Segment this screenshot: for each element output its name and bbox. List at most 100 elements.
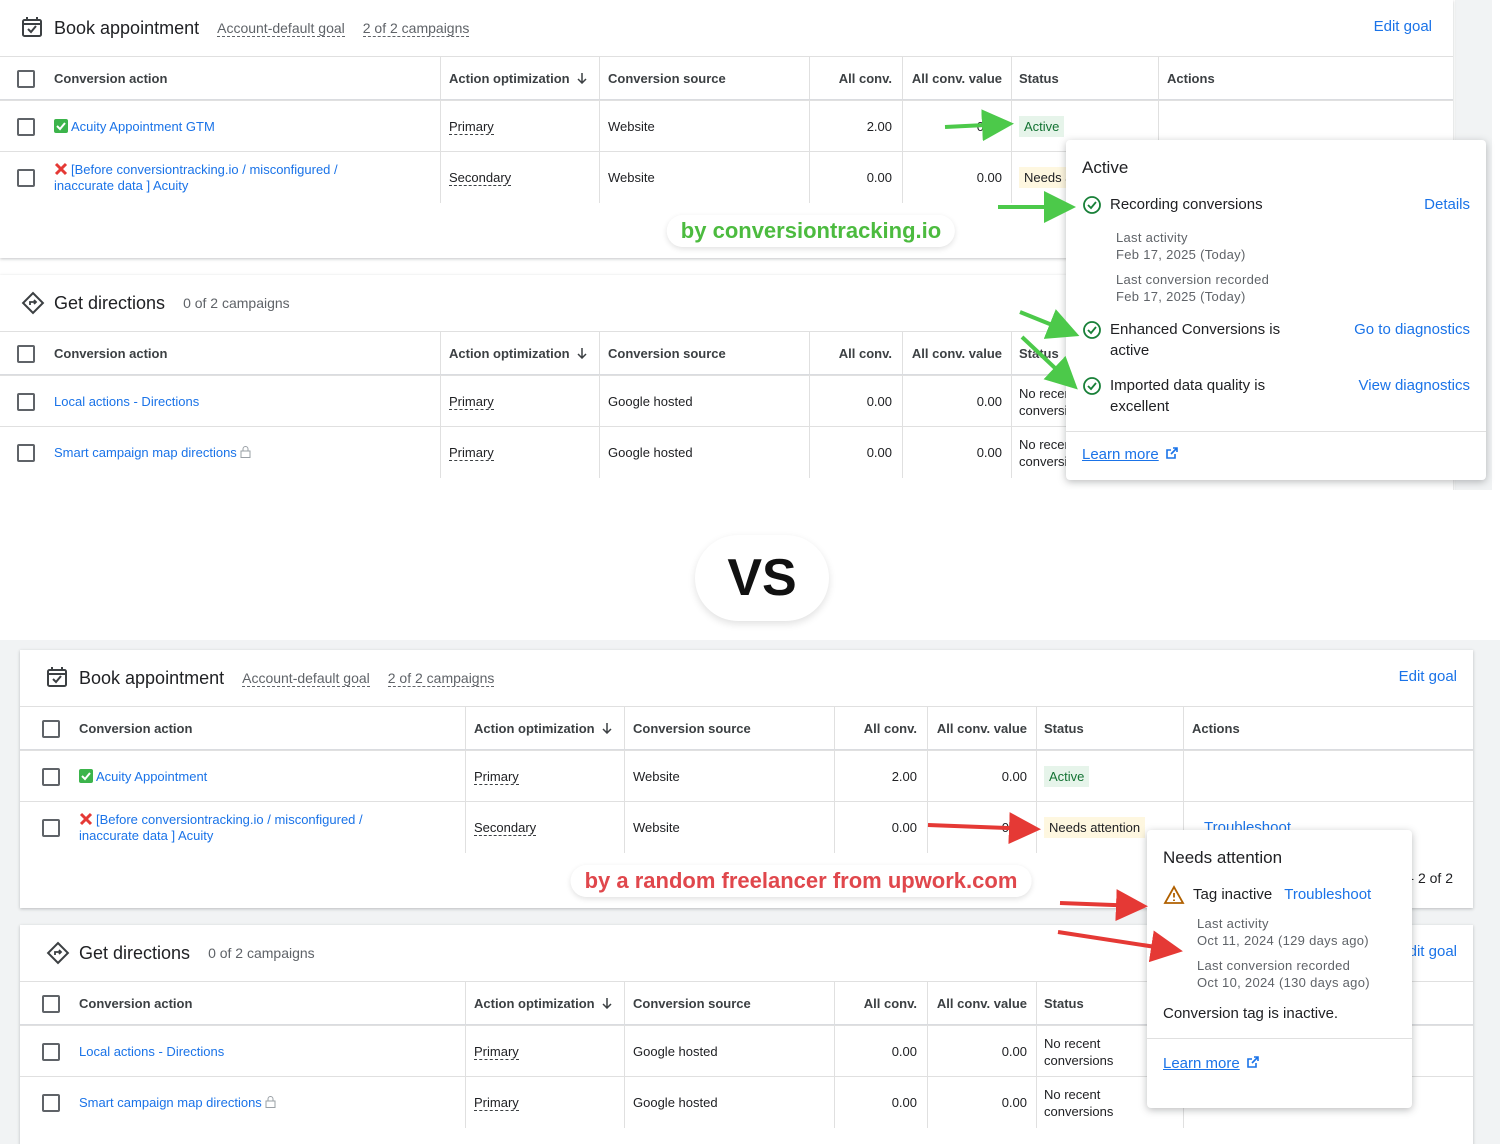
popup-item-text: Imported data quality is excellent: [1110, 377, 1266, 415]
popup-item-text: Tag inactive: [1193, 886, 1273, 903]
action-link[interactable]: [Before conversiontracking.io / misconfi…: [54, 162, 354, 194]
all-conv: 2.00: [891, 769, 917, 784]
column-title: Actions: [1167, 57, 1215, 99]
popup-item-link[interactable]: View diagnostics: [1358, 377, 1470, 394]
optimization-value[interactable]: Primary: [474, 1043, 519, 1060]
column-title: Conversion source: [633, 982, 751, 1024]
conversion-source: Website: [608, 170, 655, 185]
goal-type[interactable]: Account-default goal: [217, 19, 345, 37]
optimization-value[interactable]: Primary: [474, 768, 519, 785]
optimization-value[interactable]: Primary: [474, 1094, 519, 1111]
status-badge: Needs attention: [1044, 817, 1146, 838]
column-divider: [902, 152, 903, 203]
checkbox[interactable]: [42, 819, 60, 837]
popup-item-link[interactable]: Details: [1424, 196, 1470, 213]
learn-more-text[interactable]: Learn more: [1163, 1055, 1240, 1072]
column-divider: [902, 101, 903, 152]
learn-more[interactable]: Learn more: [1147, 1038, 1412, 1088]
detail-label: Last conversion recorded: [1116, 272, 1270, 287]
popup-item-link[interactable]: Go to diagnostics: [1354, 321, 1470, 338]
action-name: Local actions - Directions: [54, 393, 200, 409]
column-divider: [809, 57, 810, 99]
column-label: Status: [1019, 345, 1059, 361]
checkbox[interactable]: [42, 768, 60, 786]
column-divider: [927, 1026, 928, 1077]
checkbox[interactable]: [17, 444, 35, 462]
goal-type[interactable]: Account-default goal: [242, 669, 370, 687]
column-divider: [624, 982, 625, 1024]
action-name: [Before conversiontracking.io / misconfi…: [79, 811, 363, 843]
checkbox[interactable]: [42, 720, 60, 738]
column-divider: [902, 427, 903, 478]
edit-goal[interactable]: Edit goal: [1398, 668, 1457, 685]
action-link[interactable]: Local actions - Directions: [54, 394, 199, 410]
action-link[interactable]: Local actions - Directions: [79, 1044, 224, 1060]
action-link[interactable]: [Before conversiontracking.io / misconfi…: [79, 812, 379, 844]
column-divider: [1011, 57, 1012, 99]
edit-goal[interactable]: Edit goal: [1373, 18, 1432, 35]
action-link[interactable]: Smart campaign map directions: [79, 1095, 276, 1111]
learn-more-text[interactable]: Learn more: [1082, 446, 1159, 463]
action-name: Local actions - Directions: [79, 1043, 225, 1059]
all-conv-value: 0.00: [976, 445, 1002, 460]
checkbox[interactable]: [42, 1094, 60, 1112]
action-name: Smart campaign map directions: [54, 444, 237, 460]
popup-item-link[interactable]: Troubleshoot: [1284, 886, 1372, 903]
checkbox[interactable]: [17, 345, 35, 363]
goal-campaigns[interactable]: 0 of 2 campaigns: [183, 295, 290, 311]
all-conv: 2.00: [866, 119, 892, 134]
optimization-value[interactable]: Primary: [449, 444, 494, 461]
edit-goal[interactable]: Edit goal: [1398, 943, 1457, 960]
column-divider: [624, 1026, 625, 1077]
column-divider: [1036, 1077, 1037, 1128]
column-label: Status: [1044, 720, 1084, 736]
checkbox[interactable]: [17, 169, 35, 187]
column-label: Conversion action: [79, 720, 193, 736]
popup-item-text: Recording conversions: [1110, 196, 1263, 213]
goal-header: Book appointment Account-default goal 2 of…: [54, 0, 470, 56]
column-divider: [599, 427, 600, 478]
optimization-value[interactable]: Primary: [449, 118, 494, 135]
column-label: Conversion action: [79, 995, 193, 1011]
all-conv-value: 0.00: [976, 119, 1002, 134]
check-icon: [79, 768, 93, 783]
calendar-icon: [21, 16, 43, 38]
all-conv-value: 0.00: [976, 394, 1002, 409]
goal-campaigns[interactable]: 2 of 2 campaigns: [362, 19, 470, 37]
goal-header: Book appointment Account-default goal 2 of…: [79, 650, 495, 706]
optimization-value[interactable]: Secondary: [474, 819, 537, 836]
checkbox[interactable]: [42, 995, 60, 1013]
optimization: Primary: [474, 751, 519, 802]
goal-campaigns[interactable]: 0 of 2 campaigns: [208, 945, 315, 961]
action-link[interactable]: Acuity Appointment: [79, 768, 207, 785]
checkbox[interactable]: [17, 393, 35, 411]
column-divider: [465, 707, 466, 749]
conversion-source: Google hosted: [633, 1095, 718, 1110]
column-divider: [809, 332, 810, 374]
action-link[interactable]: Acuity Appointment GTM: [54, 118, 215, 135]
status-badge: Active: [1044, 766, 1090, 787]
action-link[interactable]: Smart campaign map directions: [54, 445, 251, 461]
status: Needs attention: [1044, 802, 1146, 853]
popup-item: Tag inactive Troubleshoot: [1163, 884, 1396, 905]
learn-more[interactable]: Learn more: [1066, 431, 1486, 479]
column-divider: [1158, 57, 1159, 99]
popup-item: Enhanced Conversions is active Go to diag…: [1082, 319, 1470, 361]
column-title: Conversion action: [79, 707, 192, 749]
goal-campaigns[interactable]: 2 of 2 campaigns: [387, 669, 495, 687]
checkbox[interactable]: [17, 70, 35, 88]
column-divider: [1036, 707, 1037, 749]
status: Active: [1044, 751, 1090, 802]
column-label: Conversion source: [633, 995, 751, 1011]
popup-title: Needs attention: [1163, 848, 1283, 867]
checkbox[interactable]: [17, 118, 35, 136]
column-divider: [624, 802, 625, 853]
column-title: All conv. value: [911, 345, 1002, 361]
optimization-value[interactable]: Primary: [449, 393, 494, 410]
goal-title: Book appointment: [79, 667, 225, 688]
column-divider: [1011, 427, 1012, 478]
column-divider: [834, 802, 835, 853]
conversion-action: Local actions - Directions: [54, 376, 354, 427]
optimization-value[interactable]: Secondary: [449, 169, 512, 186]
checkbox[interactable]: [42, 1043, 60, 1061]
